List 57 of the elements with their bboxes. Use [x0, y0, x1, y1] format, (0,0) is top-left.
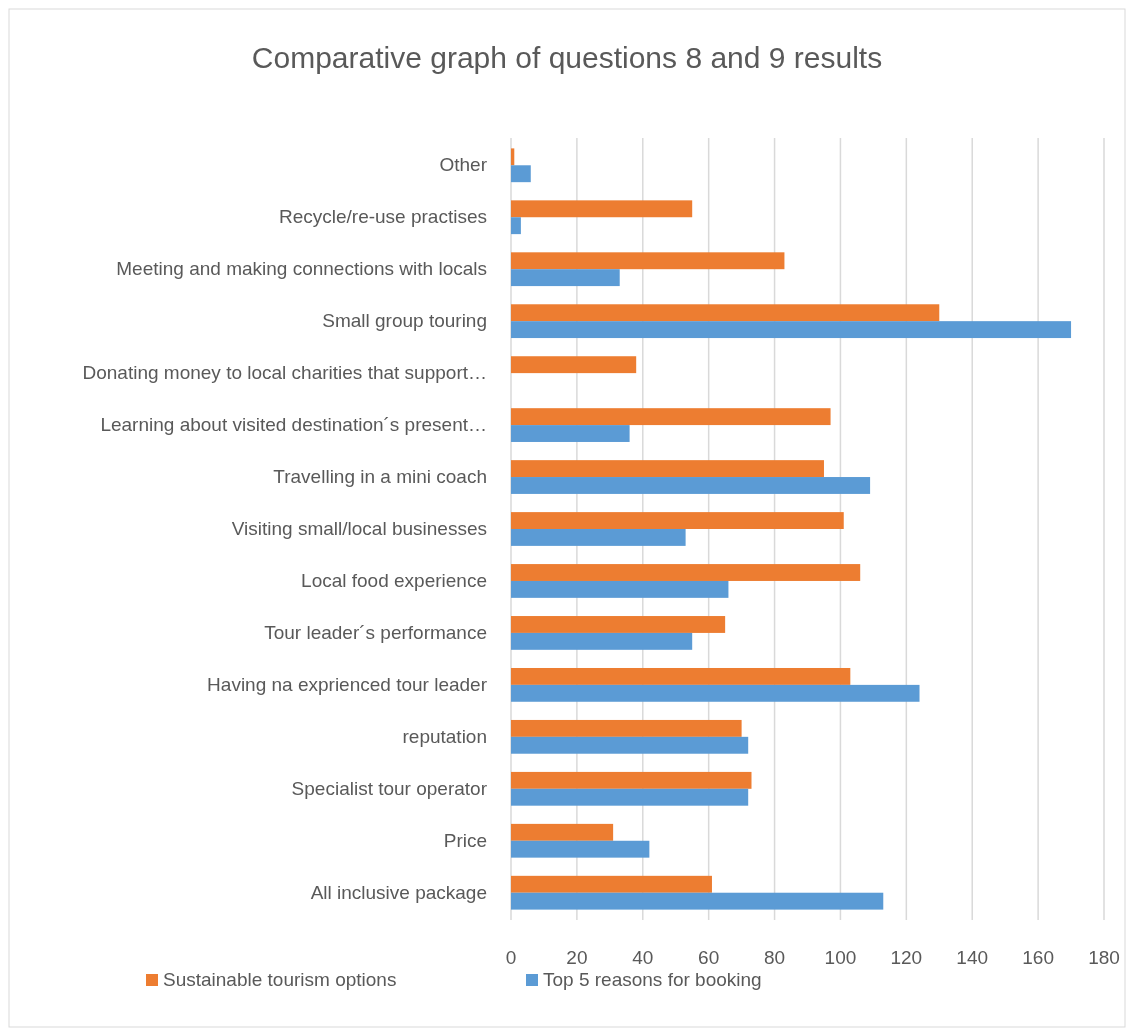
bar — [511, 200, 693, 218]
bar — [511, 408, 831, 426]
legend-label: Sustainable tourism options — [163, 969, 397, 990]
bar — [511, 875, 712, 893]
y-tick-label: Having na exprienced tour leader — [207, 673, 488, 695]
y-tick-label: Visiting small/local businesses — [231, 518, 487, 539]
bar — [511, 684, 920, 702]
x-tick-label: 0 — [505, 947, 517, 968]
bar — [511, 529, 686, 546]
y-tick-label: Recycle/re-use practises — [278, 206, 487, 228]
bar — [511, 425, 630, 442]
x-tick-label: 180 — [1088, 947, 1120, 968]
bar — [511, 771, 752, 789]
chart-title: Comparative graph of questions 8 and 9 results — [251, 41, 883, 74]
bar — [511, 165, 531, 183]
bar — [511, 840, 650, 858]
bar — [511, 217, 521, 235]
x-tick-label: 60 — [698, 947, 720, 968]
x-tick-label: 100 — [824, 947, 857, 968]
y-tick-label: Donating money to local charities that support… — [82, 362, 487, 384]
bar — [511, 564, 861, 581]
bar — [511, 321, 1072, 339]
y-tick-label: Small group touring — [322, 310, 487, 332]
x-tick-label: 160 — [1022, 947, 1054, 968]
y-tick-label: All inclusive package — [310, 881, 487, 903]
bar — [511, 512, 844, 529]
y-tick-label: Price — [443, 829, 487, 851]
y-tick-label: Learning about visited destination´s present… — [100, 414, 487, 436]
bar — [511, 148, 515, 166]
bar — [511, 788, 749, 806]
bar — [511, 632, 693, 650]
bar — [511, 736, 749, 754]
bar — [511, 719, 742, 737]
bar — [511, 667, 851, 685]
bar — [511, 580, 729, 598]
bar — [511, 252, 785, 270]
y-tick-label: Tour leader´s performance — [264, 621, 487, 643]
bar — [511, 477, 871, 494]
y-tick-label: Meeting and making connections with locals — [116, 258, 487, 280]
bar — [511, 356, 637, 374]
bar — [511, 892, 884, 910]
legend-label: Top 5 reasons for booking — [543, 969, 762, 990]
bar — [511, 304, 940, 322]
y-tick-label: Specialist tour operator — [291, 777, 488, 799]
x-tick-label: 40 — [632, 947, 654, 968]
y-tick-label: Local food experience — [301, 569, 487, 591]
x-tick-label: 120 — [890, 947, 923, 968]
bar — [511, 269, 620, 287]
x-tick-label: 140 — [956, 947, 989, 968]
bar — [511, 823, 614, 841]
y-tick-label: Other — [439, 154, 488, 176]
y-tick-label: Travelling in a mini coach — [273, 466, 487, 488]
bar — [511, 460, 824, 478]
bar — [511, 616, 726, 633]
x-tick-label: 20 — [566, 947, 588, 968]
y-tick-label: reputation — [402, 725, 487, 747]
x-tick-label: 80 — [763, 947, 786, 968]
